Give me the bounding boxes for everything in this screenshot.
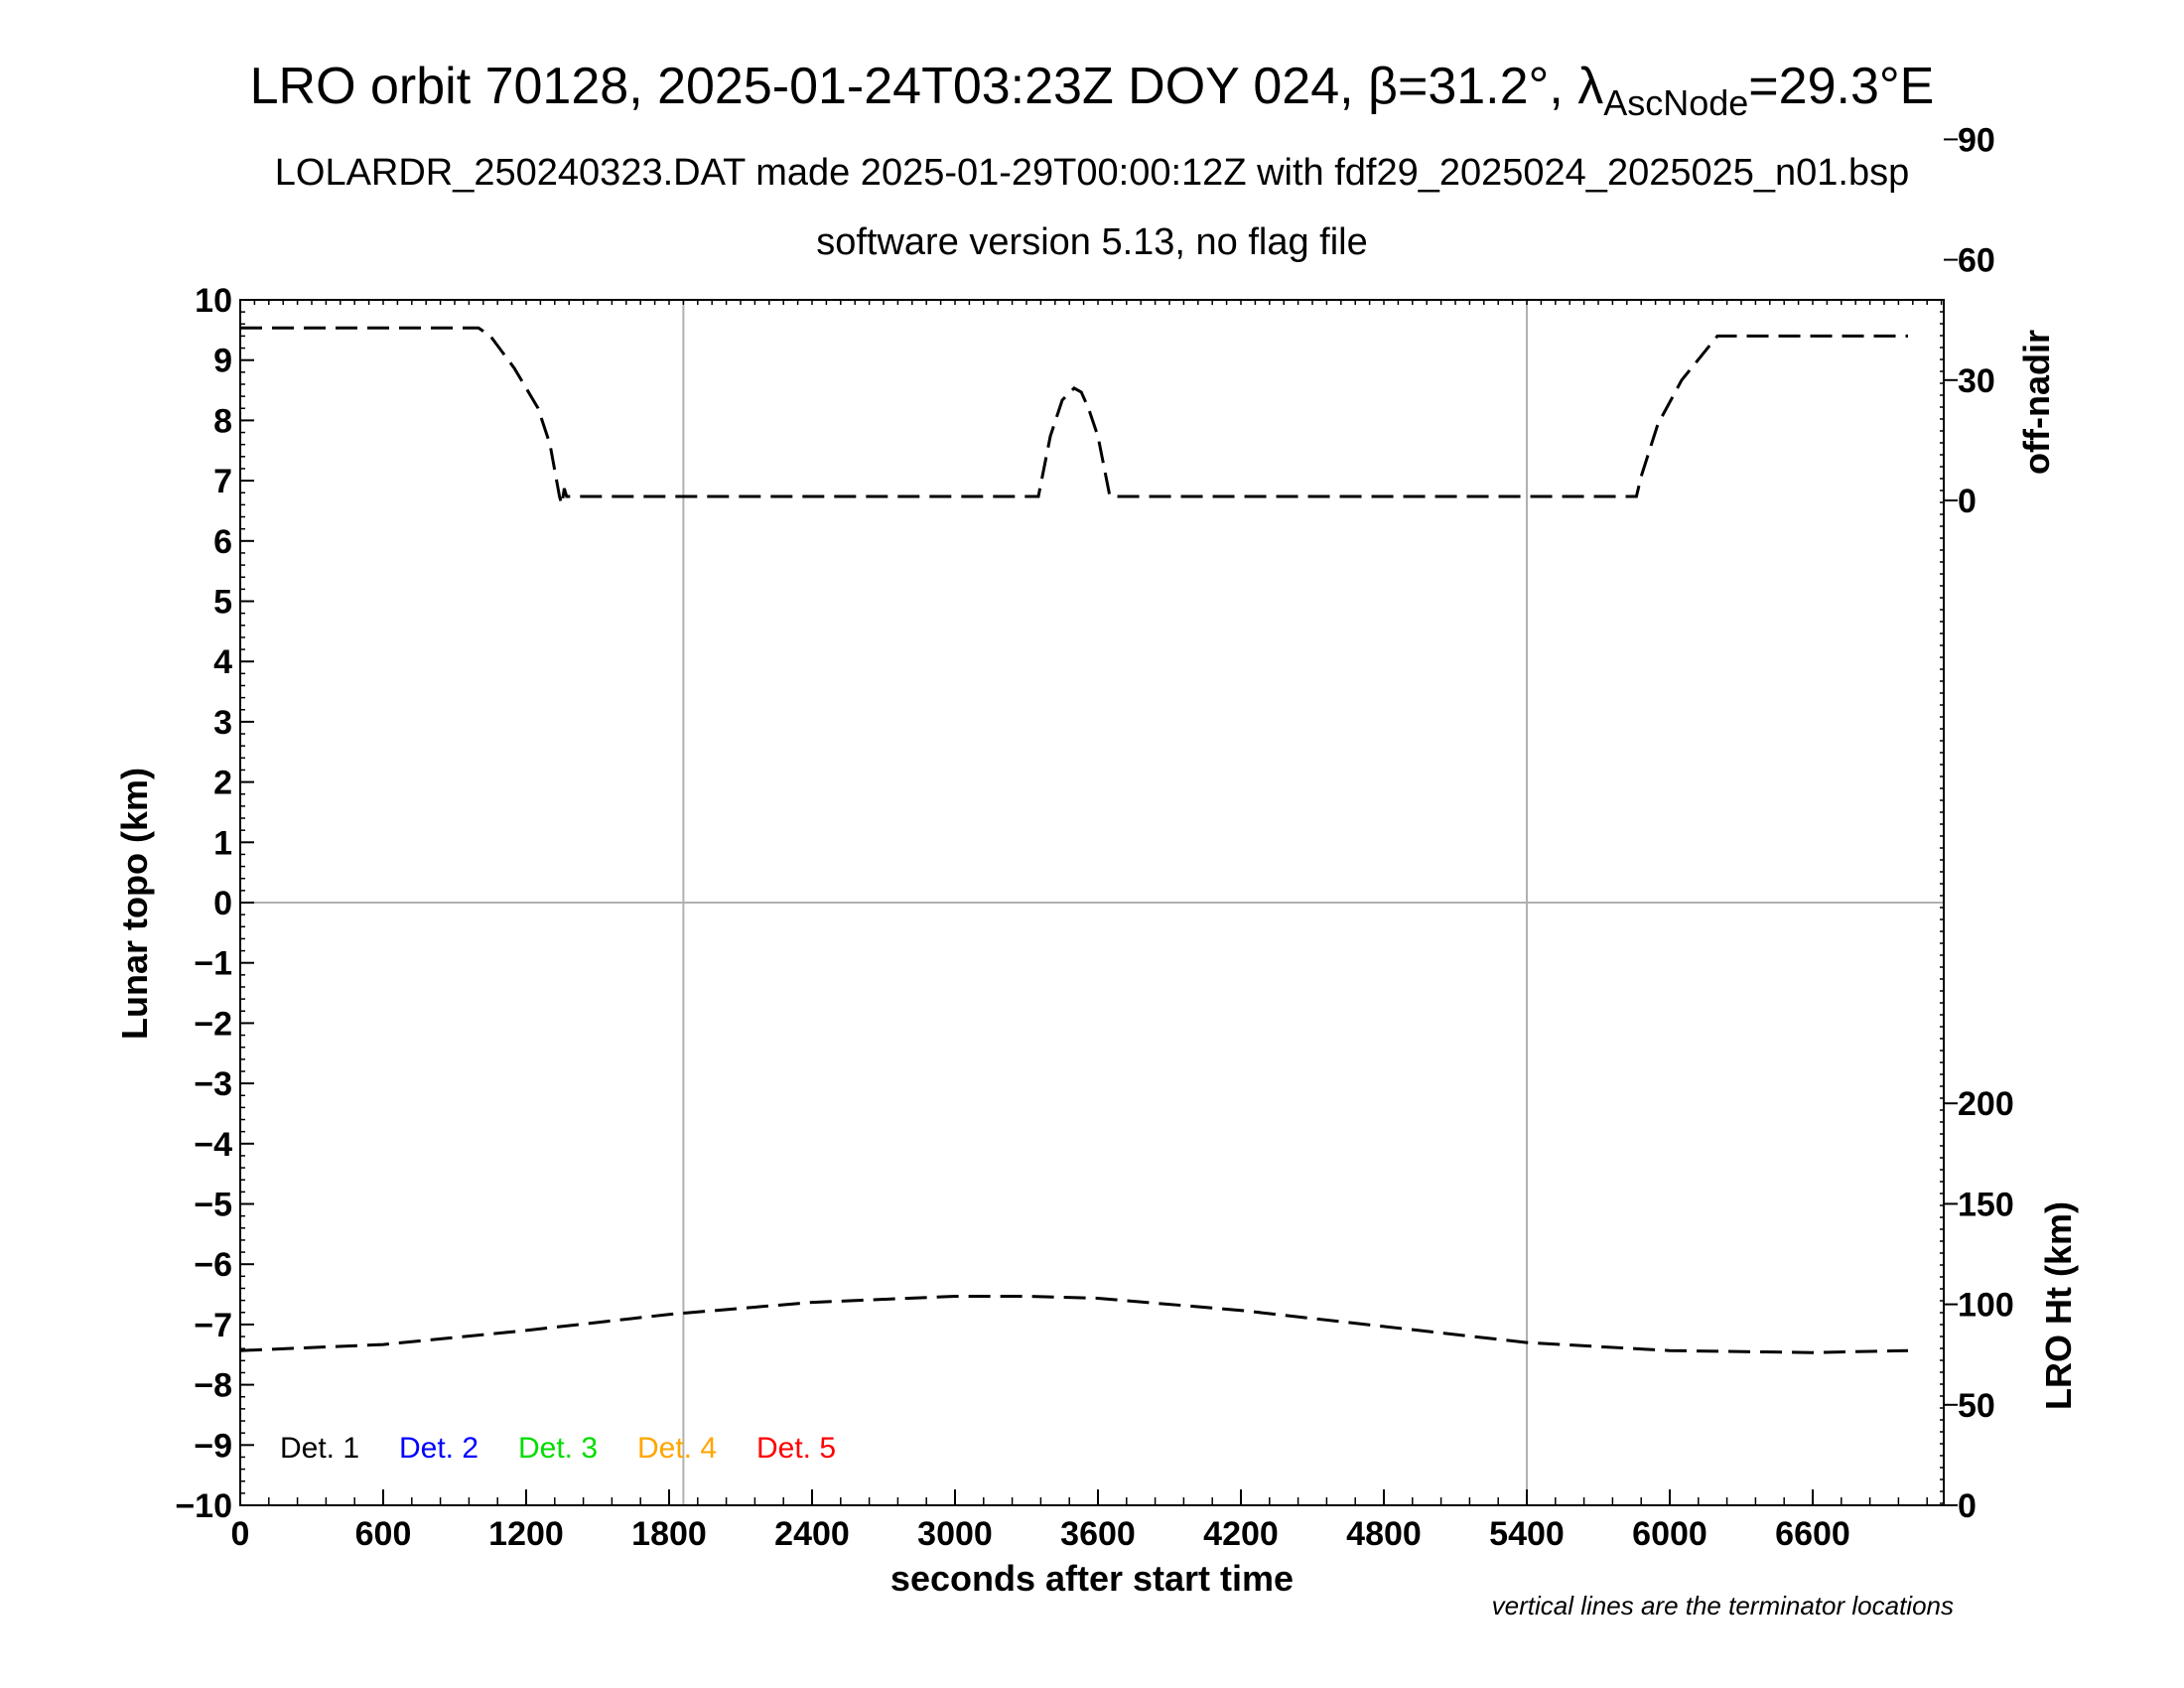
off-nadir-tick-label: 30 — [1958, 362, 1995, 400]
x-tick-label: 5400 — [1489, 1515, 1565, 1553]
grid-layer — [240, 300, 1944, 1505]
y-tick-label: −8 — [194, 1367, 232, 1405]
legend-item-det-4: Det. 4 — [637, 1432, 717, 1465]
x-tick-label: 3600 — [1060, 1515, 1136, 1553]
tick-layer — [239, 138, 1958, 1506]
terminator-note: vertical lines are the terminator locati… — [1492, 1591, 1954, 1620]
y-tick-label: 6 — [213, 523, 232, 561]
lro-height-series — [239, 1295, 1909, 1354]
x-tick-label: 6000 — [1632, 1515, 1707, 1553]
y-tick-label: −9 — [194, 1427, 232, 1465]
y-tick-label: −2 — [194, 1005, 232, 1043]
chart-subtitle-1: LOLARDR_250240323.DAT made 2025-01-29T00… — [275, 152, 1910, 194]
series-layer — [239, 326, 1909, 1354]
y-tick-label: 8 — [213, 402, 232, 440]
chart-title: LRO orbit 70128, 2025-01-24T03:23Z DOY 0… — [250, 58, 1935, 123]
lro-height-tick-label: 50 — [1958, 1387, 1995, 1425]
y-tick-label: 0 — [213, 885, 232, 922]
x-tick-label: 4800 — [1346, 1515, 1422, 1553]
y-tick-label: −5 — [194, 1187, 232, 1224]
off-nadir-tick-label: 90 — [1958, 121, 1995, 159]
y-axis-label-off-nadir: off-nadir — [2016, 330, 2057, 475]
y-tick-label: 9 — [213, 343, 232, 380]
x-tick-label: 2400 — [774, 1515, 850, 1553]
lro-height-tick-label: 0 — [1958, 1487, 1977, 1525]
x-axis-label: seconds after start time — [890, 1558, 1294, 1599]
x-tick-label: 4200 — [1203, 1515, 1279, 1553]
y-tick-label: −4 — [194, 1126, 232, 1164]
y-axis-label-left: Lunar topo (km) — [114, 768, 155, 1040]
off-nadir-tick-label: 60 — [1958, 242, 1995, 280]
x-tick-label: 1800 — [631, 1515, 707, 1553]
x-tick-label: 3000 — [917, 1515, 993, 1553]
x-tick-label: 0 — [231, 1515, 250, 1553]
y-tick-label: −7 — [194, 1307, 232, 1344]
y-tick-label: −1 — [194, 945, 232, 983]
y-tick-label: 4 — [213, 643, 232, 681]
legend-item-det-2: Det. 2 — [399, 1432, 478, 1465]
y-tick-label: 3 — [213, 704, 232, 742]
y-tick-label: 7 — [213, 463, 232, 500]
y-tick-label: −6 — [194, 1246, 232, 1284]
lro-height-tick-label: 150 — [1958, 1186, 2014, 1223]
y-tick-label: 5 — [213, 584, 232, 622]
x-tick-label: 1200 — [488, 1515, 564, 1553]
y-tick-label: 10 — [195, 282, 232, 320]
y-tick-label: 1 — [213, 824, 232, 862]
chart-subtitle-2: software version 5.13, no flag file — [816, 221, 1368, 263]
legend: Det. 1 Det. 2 Det. 3 Det. 4 Det. 5 — [280, 1432, 836, 1465]
legend-item-det-5: Det. 5 — [756, 1432, 836, 1465]
tick-label-layer: 0 600 1200 1800 2400 3000 3600 4200 4800 5400 6000… — [175, 121, 2013, 1553]
y-tick-label: 2 — [213, 765, 232, 802]
lro-height-tick-label: 200 — [1958, 1085, 2014, 1123]
legend-item-det-1: Det. 1 — [280, 1432, 359, 1465]
off-nadir-series — [240, 326, 1908, 505]
off-nadir-tick-label: 0 — [1958, 483, 1977, 520]
y-tick-label: −3 — [194, 1065, 232, 1103]
x-tick-label: 600 — [355, 1515, 412, 1553]
x-tick-label: 6600 — [1775, 1515, 1850, 1553]
y-tick-label: −10 — [175, 1487, 232, 1525]
y-axis-label-lro-height: LRO Ht (km) — [2038, 1201, 2079, 1410]
legend-item-det-3: Det. 3 — [518, 1432, 598, 1465]
lro-height-tick-label: 100 — [1958, 1287, 2014, 1325]
